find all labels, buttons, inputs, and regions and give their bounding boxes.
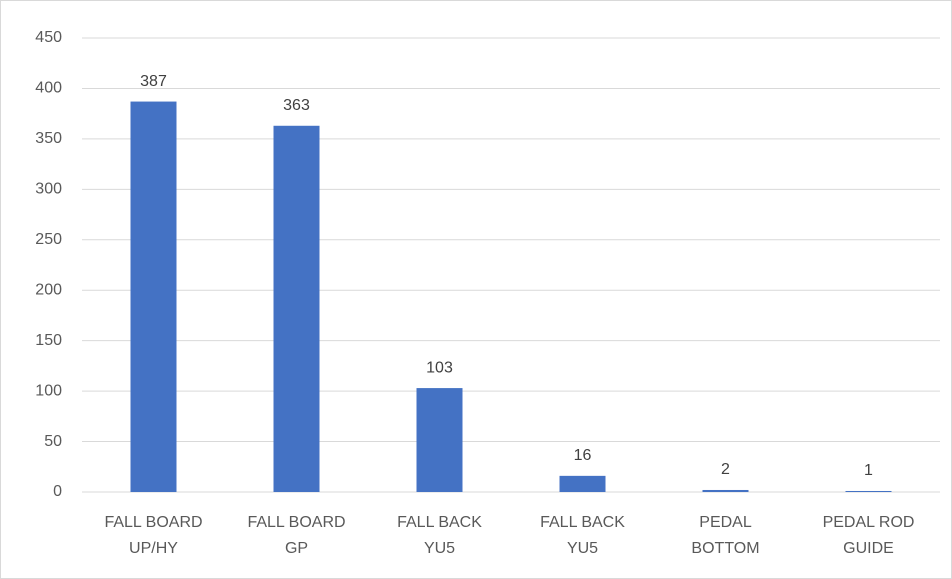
x-tick-label: BOTTOM — [691, 540, 759, 557]
y-tick-label: 150 — [35, 332, 62, 349]
data-label: 363 — [283, 97, 310, 114]
bar — [130, 101, 177, 492]
x-tick-label: UP/HY — [129, 540, 178, 557]
bar — [845, 490, 892, 492]
x-tick-label: GUIDE — [843, 540, 894, 557]
y-tick-label: 300 — [35, 181, 62, 198]
bar — [559, 475, 606, 492]
y-tick-label: 200 — [35, 281, 62, 298]
data-label: 387 — [140, 73, 167, 90]
x-tick-label: FALL BACK — [397, 514, 482, 531]
x-tick-label: PEDAL — [699, 514, 752, 531]
x-tick-label: FALL BACK — [540, 514, 625, 531]
x-tick-label: PEDAL ROD — [823, 514, 915, 531]
bar — [416, 388, 463, 492]
x-tick-label: FALL BOARD — [247, 514, 345, 531]
data-label: 103 — [426, 359, 453, 376]
x-tick-label: YU5 — [424, 540, 455, 557]
x-tick-label: YU5 — [567, 540, 598, 557]
bar — [702, 489, 749, 492]
y-tick-label: 350 — [35, 130, 62, 147]
y-tick-label: 50 — [44, 433, 62, 450]
y-tick-label: 450 — [35, 29, 62, 46]
x-tick-label: GP — [285, 540, 308, 557]
y-tick-label: 100 — [35, 382, 62, 399]
data-label: 1 — [864, 462, 873, 479]
data-label: 16 — [574, 447, 592, 464]
y-tick-label: 250 — [35, 231, 62, 248]
bar — [273, 125, 320, 493]
data-label: 2 — [721, 461, 730, 478]
y-tick-label: 0 — [53, 483, 62, 500]
y-tick-label: 400 — [35, 80, 62, 97]
x-tick-label: FALL BOARD — [104, 514, 202, 531]
